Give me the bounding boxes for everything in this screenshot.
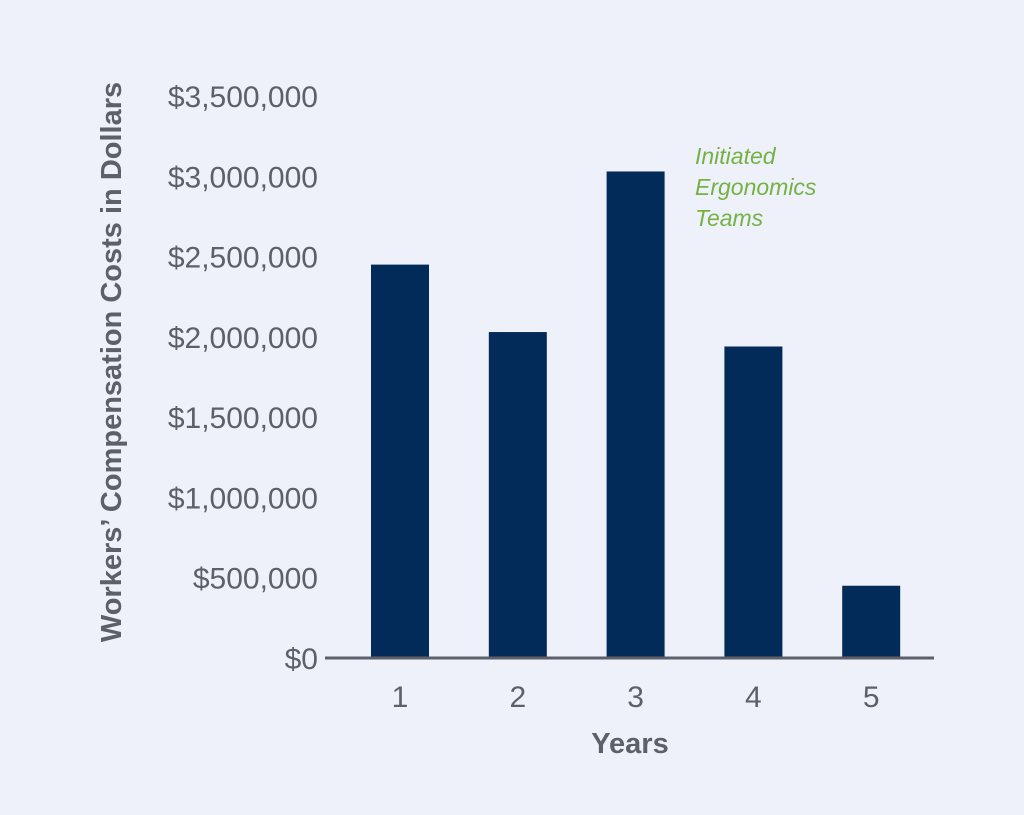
y-tick-label: $0 [285,643,318,676]
x-tick-label: 4 [745,681,762,714]
bar-year-2 [488,332,547,658]
x-tick-label: 3 [627,681,644,714]
y-axis-title: Workers’ Compensation Costs in Dollars [96,82,128,642]
bar-year-3 [606,171,665,658]
annotation-initiated-ergonomics-teams: Initiated Ergonomics Teams [695,143,817,231]
annotation-line: Teams [695,205,764,231]
bar-year-5 [842,585,901,658]
bar-year-4 [724,346,783,658]
y-tick-label: $3,500,000 [168,81,318,114]
y-tick-label: $2,500,000 [168,242,318,275]
x-tick-labels: 1 2 3 4 5 [392,681,880,714]
y-tick-label: $1,000,000 [168,482,318,515]
y-tick-label: $1,500,000 [168,402,318,435]
x-tick-label: 1 [392,681,409,714]
x-tick-label: 5 [863,681,880,714]
annotation-line: Initiated [695,143,777,169]
y-tick-label: $3,000,000 [168,161,318,194]
bars [371,171,901,658]
y-tick-label: $2,000,000 [168,322,318,355]
bar-year-1 [371,264,429,658]
x-axis-title: Years [591,728,668,760]
annotation-line: Ergonomics [695,174,817,200]
y-tick-label: $500,000 [193,563,318,596]
y-tick-labels: $0 $500,000 $1,000,000 $1,500,000 $2,000,000… [168,81,318,676]
x-tick-label: 2 [509,681,526,714]
